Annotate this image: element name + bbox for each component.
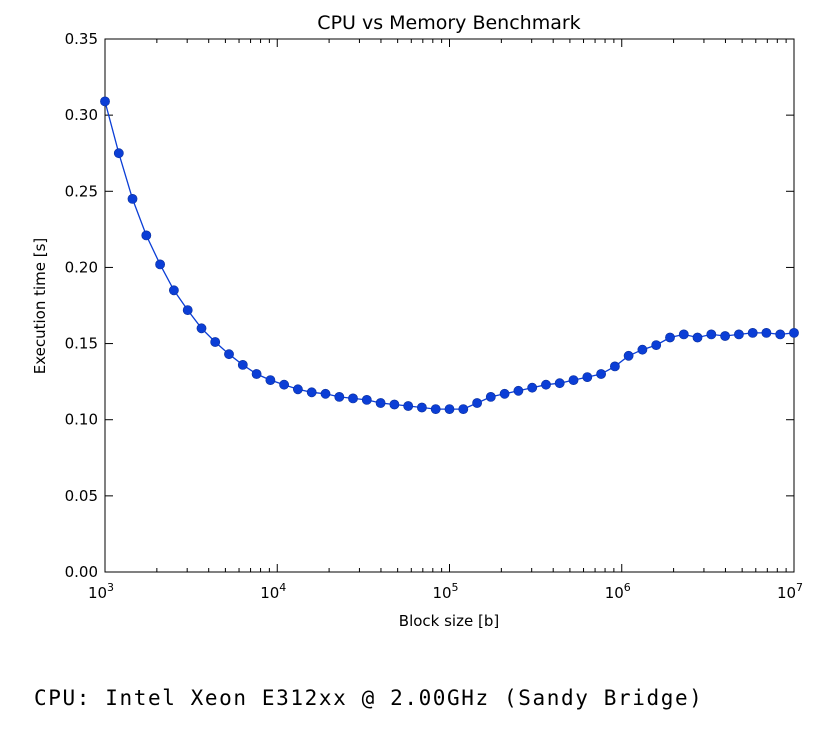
data-point (789, 327, 799, 338)
y-tick-label: 0.25 (65, 182, 98, 200)
data-point (127, 193, 138, 204)
data-point (320, 388, 331, 399)
data-point (168, 285, 179, 296)
data-point (375, 398, 386, 408)
data-point (499, 388, 510, 399)
data-point (734, 329, 744, 340)
data-point (292, 384, 303, 395)
y-tick-label: 0.05 (65, 487, 98, 505)
data-point (196, 323, 207, 334)
x-tick-label: 105 (432, 581, 458, 602)
data-point (403, 401, 414, 411)
data-point (706, 329, 717, 340)
data-point (554, 378, 565, 389)
data-point (582, 372, 593, 382)
axis-ticks (104, 38, 795, 573)
series-line (104, 101, 795, 410)
data-point (513, 385, 524, 396)
chart: CPU vs Memory Benchmark 103 104 105 106 107 … (31, 12, 803, 630)
data-point (651, 340, 662, 350)
cpu-info-text: CPU: Intel Xeon E312xx @ 2.00GHz (Sandy … (34, 686, 704, 710)
data-point (541, 379, 551, 390)
data-point (485, 391, 496, 402)
y-tick-label: 0.10 (65, 411, 98, 429)
data-point (775, 329, 786, 340)
series-group (100, 96, 799, 414)
x-tick-label: 107 (777, 581, 803, 602)
x-tick-labels: 103 104 105 106 107 (88, 581, 803, 602)
data-point (747, 327, 758, 338)
chart-title: CPU vs Memory Benchmark (317, 12, 580, 34)
x-tick-label: 104 (260, 581, 286, 602)
data-point (265, 375, 276, 385)
data-point (113, 148, 124, 159)
x-tick-label: 106 (605, 581, 631, 602)
data-point (444, 404, 455, 414)
data-point (237, 359, 248, 370)
data-point (141, 230, 152, 241)
y-axis-label: Execution time [s] (31, 238, 49, 375)
data-point (224, 349, 234, 360)
data-point (306, 387, 317, 398)
data-point (678, 329, 689, 340)
data-point (458, 404, 469, 414)
y-tick-label: 0.15 (65, 335, 98, 353)
data-point (279, 379, 289, 390)
data-point (348, 393, 358, 404)
data-point (389, 399, 400, 410)
y-tick-label: 0.20 (65, 258, 98, 276)
data-point (182, 305, 193, 315)
data-point (610, 361, 620, 372)
x-axis-label: Block size [b] (399, 612, 499, 630)
data-point (210, 337, 221, 347)
data-point (761, 327, 772, 338)
y-tick-label: 0.00 (65, 563, 98, 581)
data-point (334, 391, 345, 402)
data-point (430, 404, 441, 414)
data-point (720, 331, 730, 341)
data-point (596, 369, 606, 379)
data-point (665, 332, 675, 343)
data-point (155, 259, 165, 270)
data-point (361, 394, 372, 405)
y-tick-labels: 0.00 0.05 0.10 0.15 0.20 0.25 0.30 0.35 (65, 30, 98, 581)
data-point (100, 96, 110, 107)
data-point (251, 369, 262, 379)
data-point (472, 398, 482, 408)
data-point (568, 375, 579, 385)
data-point (692, 332, 703, 343)
plot-area (104, 38, 795, 573)
data-point (623, 350, 634, 361)
y-tick-label: 0.35 (65, 30, 98, 48)
y-tick-label: 0.30 (65, 106, 98, 124)
data-point (637, 344, 648, 355)
data-point (416, 402, 427, 413)
x-tick-label: 103 (88, 581, 114, 602)
data-point (527, 382, 538, 393)
